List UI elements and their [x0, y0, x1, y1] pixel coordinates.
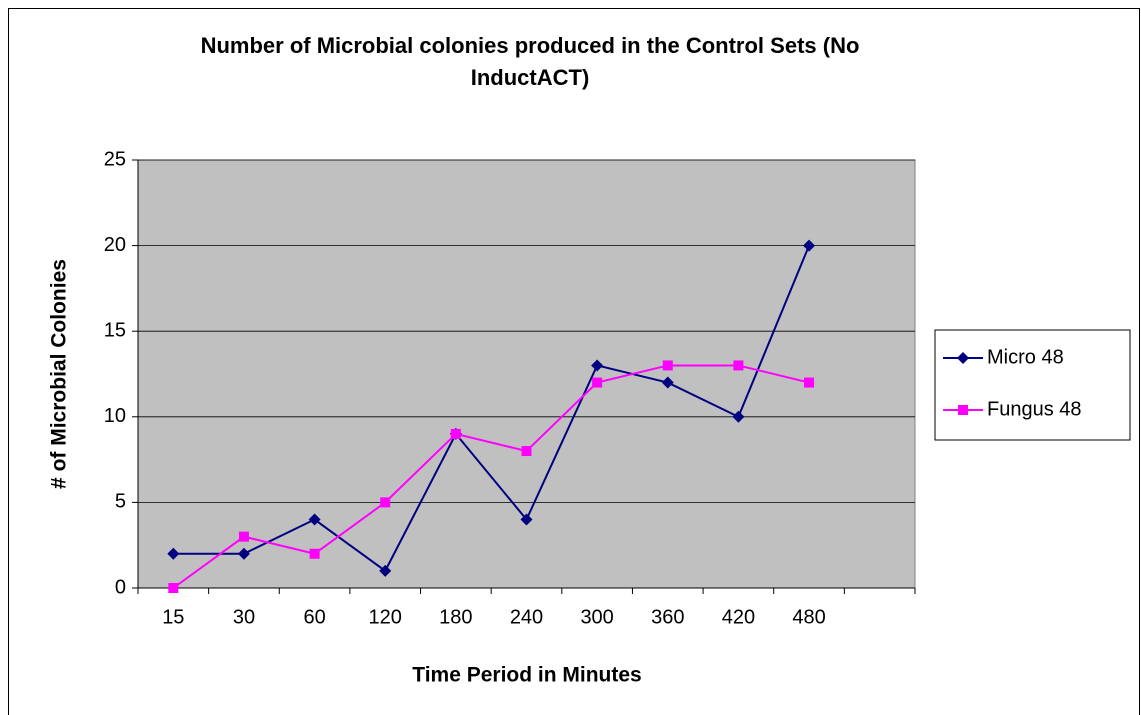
marker — [958, 405, 968, 415]
marker — [309, 548, 320, 559]
legend-label: Micro 48 — [987, 346, 1064, 368]
marker — [591, 359, 604, 372]
marker — [732, 410, 745, 423]
legend-box — [934, 329, 1131, 441]
marker — [661, 376, 674, 389]
marker — [803, 239, 816, 252]
y-tick-label: 20 — [104, 234, 126, 256]
marker — [237, 547, 250, 560]
marker — [167, 547, 180, 560]
x-tick-label: 420 — [722, 606, 755, 628]
marker — [379, 564, 392, 577]
y-tick-label: 5 — [115, 491, 126, 513]
marker — [168, 583, 179, 593]
x-axis-label: Time Period in Minutes — [412, 664, 641, 687]
marker — [238, 531, 249, 542]
x-tick-label: 240 — [510, 606, 543, 628]
marker — [520, 513, 533, 526]
x-tick-label: 120 — [369, 606, 402, 628]
chart-title: Number of Microbial colonies produced in… — [200, 33, 860, 90]
marker — [804, 377, 815, 388]
x-tick-label: 300 — [580, 606, 613, 628]
x-tick-label: 15 — [162, 606, 184, 628]
y-tick-label: 10 — [104, 405, 126, 427]
y-tick-label: 15 — [104, 319, 126, 341]
x-tick-label: 30 — [233, 606, 255, 628]
marker — [380, 497, 391, 508]
y-tick-label: 25 — [104, 148, 126, 170]
y-tick-label: 0 — [115, 576, 126, 598]
y-axis-label: # of Microbial Colonies — [48, 259, 71, 489]
series-line — [172, 364, 810, 589]
marker — [733, 360, 744, 371]
marker — [308, 513, 321, 526]
marker — [521, 446, 532, 457]
x-tick-label: 180 — [439, 606, 472, 628]
marker — [662, 360, 673, 371]
x-tick-label: 60 — [303, 606, 325, 628]
marker — [592, 377, 603, 388]
series-line — [173, 245, 810, 573]
marker — [450, 428, 461, 439]
marker — [957, 352, 969, 364]
x-tick-label: 480 — [792, 606, 825, 628]
x-tick-label: 360 — [651, 606, 684, 628]
legend-label: Fungus 48 — [987, 398, 1082, 420]
